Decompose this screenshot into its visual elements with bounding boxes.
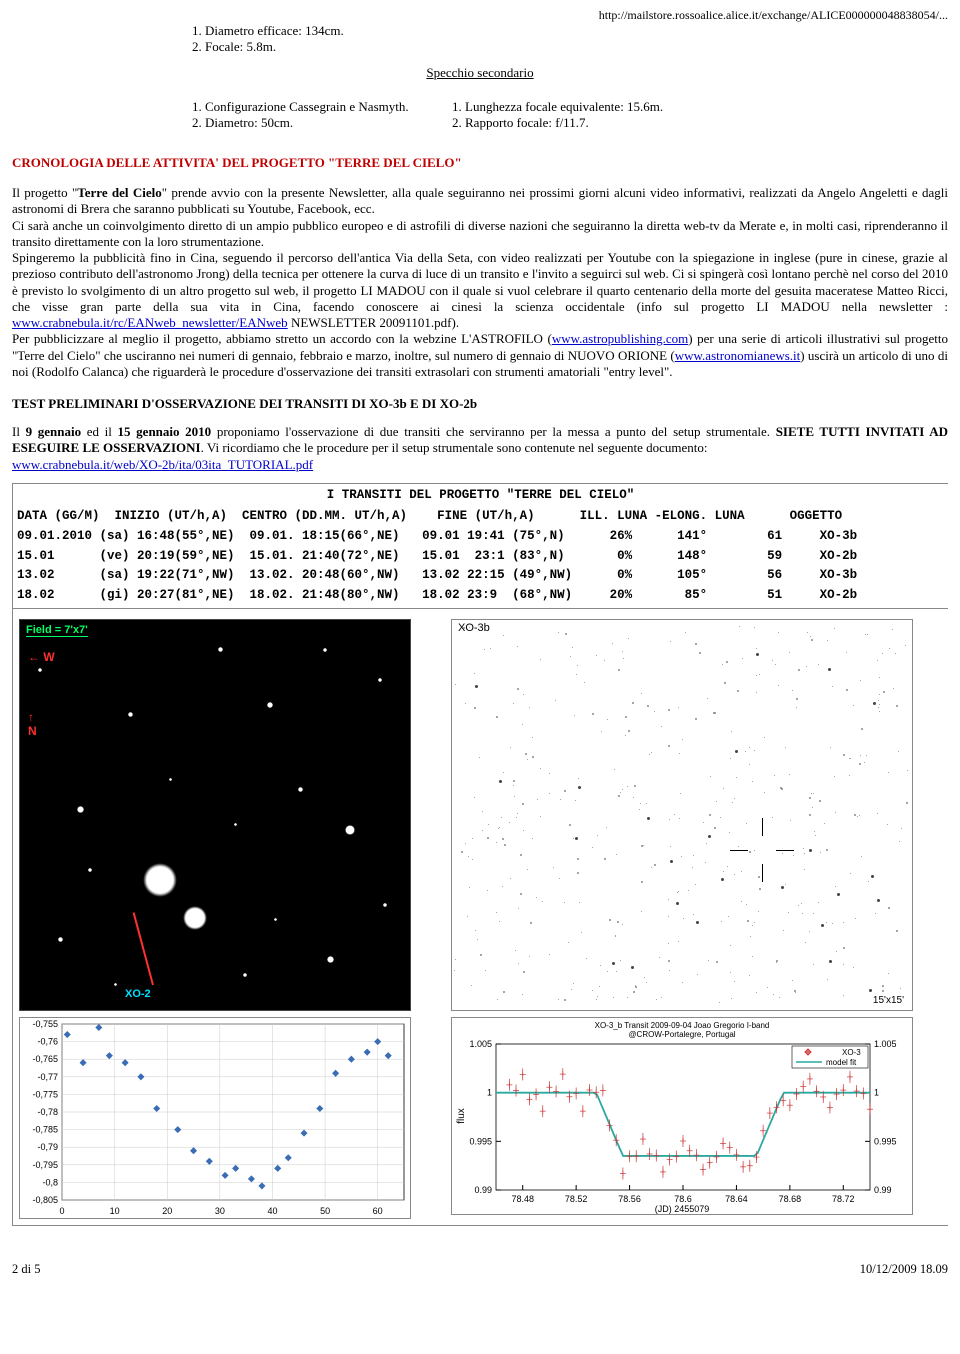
- svg-text:flux: flux: [456, 1108, 467, 1124]
- paragraph-1: Il progetto "Terre del Cielo" prende avv…: [12, 185, 948, 218]
- link-astropublishing[interactable]: www.astropublishing.com: [552, 331, 688, 346]
- svg-text:78.52: 78.52: [565, 1194, 588, 1204]
- svg-text:-0,76: -0,76: [37, 1036, 58, 1046]
- svg-text:-0,79: -0,79: [37, 1142, 58, 1152]
- lightcurve-left: -0,755 -0,76 -0,765 -0,77 -0,775 -0,78 -0,785 -…: [19, 1017, 411, 1219]
- test-heading: TEST PRELIMINARI D'OSSERVAZIONE DEI TRAN…: [12, 396, 948, 412]
- link-tutorial[interactable]: www.crabnebula.it/web/XO-2b/ita/03ita_TU…: [12, 457, 313, 472]
- lightcurve-right: XO-3_b Transit 2009-09-04 Joao Gregorio …: [451, 1017, 913, 1215]
- page-footer: 2 di 5 10/12/2009 18.09: [12, 1262, 948, 1277]
- charts-container: Field = 7'x7' ← W ↑N XO-2 -0,755-0,76-0,…: [12, 609, 948, 1226]
- spec-b-left1: 1. Configurazione Cassegrain e Nasmyth.: [192, 99, 452, 115]
- svg-text:0.99: 0.99: [474, 1185, 492, 1195]
- svg-text:-0,805: -0,805: [32, 1195, 58, 1205]
- svg-text:40: 40: [267, 1206, 277, 1216]
- svg-text:-0,77: -0,77: [37, 1071, 58, 1081]
- svg-text:78.64: 78.64: [725, 1194, 748, 1204]
- svg-text:-0,795: -0,795: [32, 1159, 58, 1169]
- paragraph-3: Spingeremo la pubblicità fino in Cina, s…: [12, 250, 948, 331]
- svg-text:model fit: model fit: [826, 1058, 857, 1067]
- svg-text:-0,78: -0,78: [37, 1107, 58, 1117]
- transit-table: I TRANSITI DEL PROGETTO "TERRE DEL CIELO…: [12, 483, 948, 609]
- link-astronomianews[interactable]: www.astronomianews.it: [675, 348, 801, 363]
- svg-text:10: 10: [110, 1206, 120, 1216]
- svg-text:0: 0: [59, 1206, 64, 1216]
- svg-text:78.68: 78.68: [779, 1194, 802, 1204]
- svg-text:1.005: 1.005: [469, 1039, 492, 1049]
- spec-list-b: 1. Configurazione Cassegrain e Nasmyth. …: [192, 99, 948, 131]
- svg-text:0.995: 0.995: [874, 1136, 897, 1146]
- secondary-mirror-title: Specchio secondario: [12, 65, 948, 81]
- svg-text:78.56: 78.56: [618, 1194, 641, 1204]
- spec-b-left2: 2. Diametro: 50cm.: [192, 115, 452, 131]
- svg-text:78.48: 78.48: [511, 1194, 534, 1204]
- svg-text:1.005: 1.005: [874, 1039, 897, 1049]
- arrow-w: ← W: [28, 650, 55, 664]
- svg-text:0.99: 0.99: [874, 1185, 892, 1195]
- spec-list-a: 1. Diametro efficace: 134cm. 2. Focale: …: [192, 23, 948, 55]
- svg-text:50: 50: [320, 1206, 330, 1216]
- transit-row-1: 09.01.2010 (sa) 16:48(55°,NE) 09.01. 18:…: [13, 527, 948, 547]
- svg-text:78.6: 78.6: [674, 1194, 692, 1204]
- svg-text:60: 60: [373, 1206, 383, 1216]
- dimension-label: 15'x15': [873, 995, 904, 1006]
- starfield-xo3b: XO-3b 15'x15': [451, 619, 913, 1011]
- svg-text:(JD) 2455079: (JD) 2455079: [655, 1204, 710, 1214]
- svg-text:0.995: 0.995: [469, 1136, 492, 1146]
- transit-row-4: 18.02 (gi) 20:27(81°,NE) 18.02. 21:48(80…: [13, 586, 948, 606]
- spec-a1: 1. Diametro efficace: 134cm.: [192, 23, 948, 39]
- svg-text:XO-3_b Transit 2009-09-04 Joao: XO-3_b Transit 2009-09-04 Joao Gregorio …: [595, 1021, 770, 1030]
- paragraph-4: Per pubblicizzare al meglio il progetto,…: [12, 331, 948, 380]
- xo2-label: XO-2: [125, 988, 151, 1000]
- field-size-label: Field = 7'x7': [26, 624, 88, 637]
- transit-row-3: 13.02 (sa) 19:22(71°,NW) 13.02. 20:48(60…: [13, 566, 948, 586]
- svg-text:-0,775: -0,775: [32, 1089, 58, 1099]
- svg-text:@CROW-Portalegre, Portugal: @CROW-Portalegre, Portugal: [628, 1030, 735, 1039]
- transit-row-2: 15.01 (ve) 20:19(59°,NE) 15.01. 21:40(72…: [13, 547, 948, 567]
- svg-text:1: 1: [874, 1087, 879, 1097]
- test-paragraph: Il 9 gennaio ed il 15 gennaio 2010 propo…: [12, 424, 948, 473]
- svg-text:20: 20: [162, 1206, 172, 1216]
- svg-text:-0,765: -0,765: [32, 1054, 58, 1064]
- svg-text:-0,8: -0,8: [42, 1177, 58, 1187]
- svg-text:-0,785: -0,785: [32, 1124, 58, 1134]
- svg-text:1: 1: [487, 1087, 492, 1097]
- spec-b-right1: 1. Lunghezza focale equivalente: 15.6m.: [452, 99, 712, 115]
- page-number: 2 di 5: [12, 1262, 40, 1277]
- transit-header: DATA (GG/M) INIZIO (UT/h,A) CENTRO (DD.M…: [13, 507, 948, 527]
- paragraph-2: Ci sarà anche un coinvolgimento diretto …: [12, 218, 948, 251]
- transit-title: I TRANSITI DEL PROGETTO "TERRE DEL CIELO…: [13, 486, 948, 508]
- link-crabnebula-1[interactable]: www.crabnebula.it/rc/EANweb_newsletter/E…: [12, 315, 288, 330]
- spec-a2: 2. Focale: 5.8m.: [192, 39, 948, 55]
- page-url: http://mailstore.rossoalice.alice.it/exc…: [12, 8, 948, 23]
- chronology-heading: CRONOLOGIA DELLE ATTIVITA' DEL PROGETTO …: [12, 155, 948, 171]
- svg-text:30: 30: [215, 1206, 225, 1216]
- svg-text:78.72: 78.72: [832, 1194, 855, 1204]
- svg-text:XO-3: XO-3: [842, 1048, 861, 1057]
- svg-text:-0,755: -0,755: [32, 1019, 58, 1029]
- spec-b-right2: 2. Rapporto focale: f/11.7.: [452, 115, 712, 131]
- starfield-xo2: Field = 7'x7' ← W ↑N XO-2: [19, 619, 411, 1011]
- arrow-n: ↑N: [28, 710, 37, 738]
- page-date: 10/12/2009 18.09: [860, 1262, 948, 1277]
